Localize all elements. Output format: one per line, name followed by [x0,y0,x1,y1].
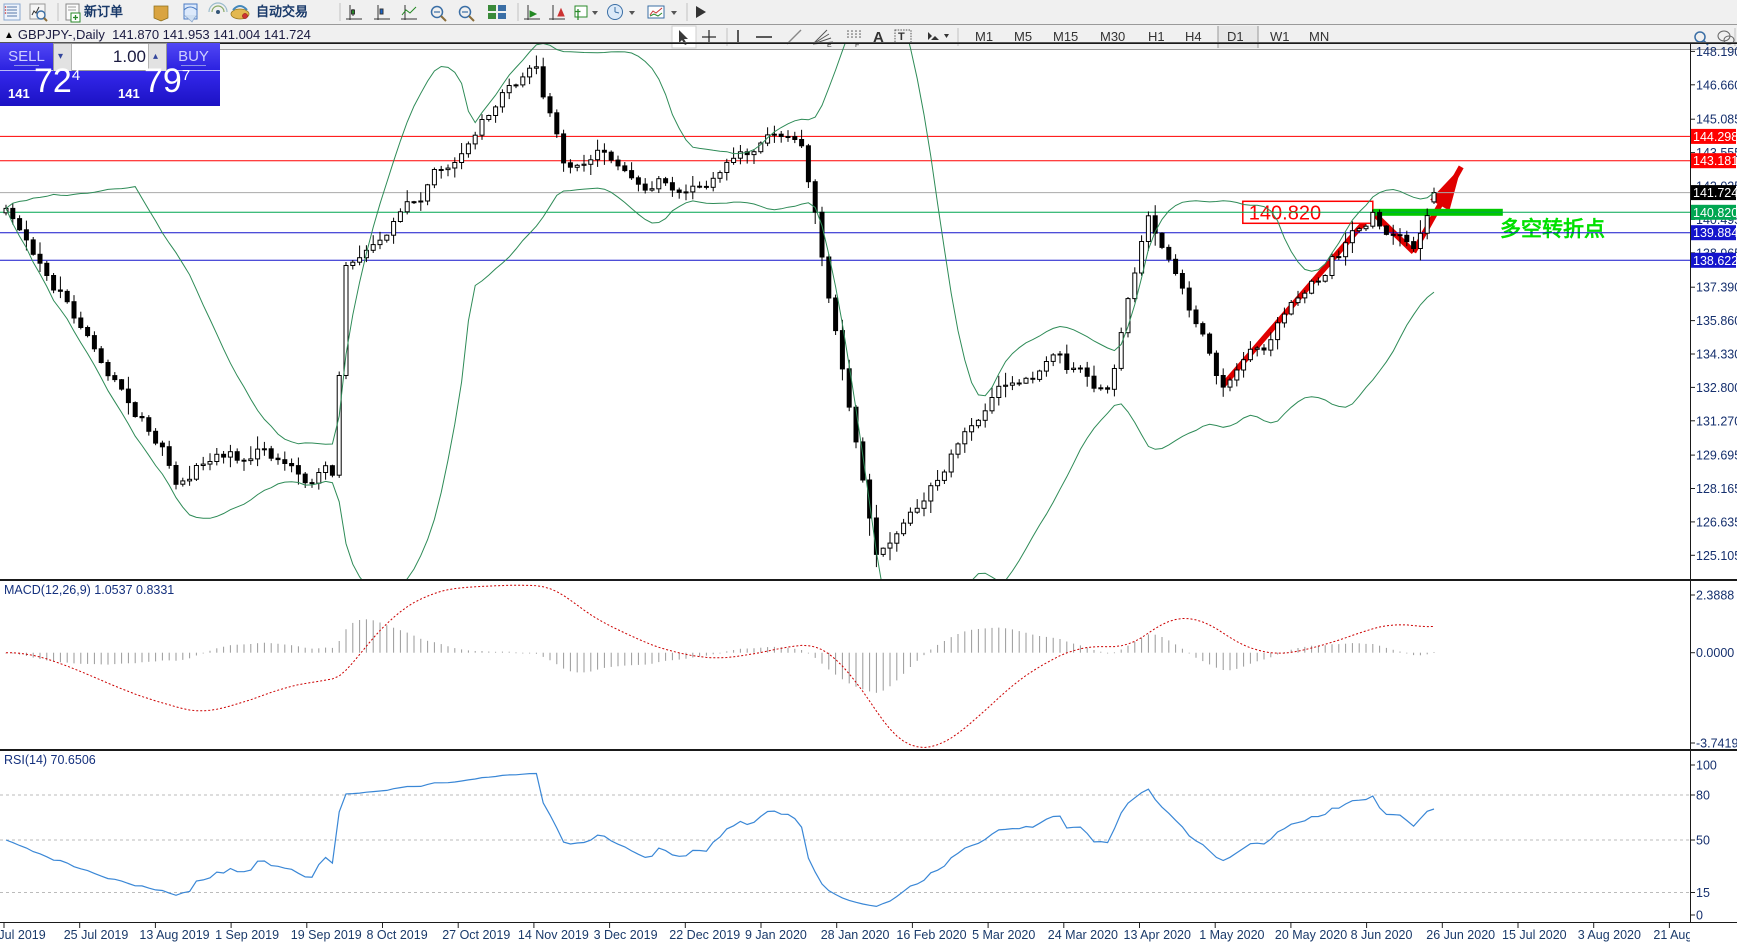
svg-text:129.695: 129.695 [1696,449,1737,463]
svg-text:146.660: 146.660 [1696,78,1737,92]
svg-text:50: 50 [1696,834,1710,848]
svg-text:139.884: 139.884 [1693,226,1737,240]
svg-text:3 Aug 2020: 3 Aug 2020 [1578,928,1641,942]
svg-text:7 Jul 2019: 7 Jul 2019 [0,928,46,942]
svg-text:27 Oct 2019: 27 Oct 2019 [442,928,510,942]
svg-text:145.085: 145.085 [1696,113,1737,127]
svg-text:100: 100 [1696,759,1717,773]
svg-text:13 Apr 2020: 13 Apr 2020 [1124,928,1191,942]
svg-text:24 Mar 2020: 24 Mar 2020 [1048,928,1118,942]
svg-text:137.390: 137.390 [1696,281,1737,295]
svg-text:141.724: 141.724 [1693,186,1737,200]
svg-text:13 Aug 2019: 13 Aug 2019 [139,928,209,942]
svg-text:16 Feb 2020: 16 Feb 2020 [896,928,966,942]
svg-text:14 Nov 2019: 14 Nov 2019 [518,928,589,942]
svg-text:15 Jul 2020: 15 Jul 2020 [1502,928,1567,942]
svg-text:15: 15 [1696,886,1710,900]
svg-text:20 May 2020: 20 May 2020 [1275,928,1347,942]
svg-text:80: 80 [1696,789,1710,803]
svg-text:1 May 2020: 1 May 2020 [1199,928,1264,942]
svg-text:1 Sep 2019: 1 Sep 2019 [215,928,279,942]
svg-text:0: 0 [1696,909,1703,923]
svg-text:自动交易: 自动交易 [256,4,308,19]
svg-text:新订单: 新订单 [84,4,123,19]
svg-text:125.105: 125.105 [1696,549,1737,563]
svg-text:3 Dec 2019: 3 Dec 2019 [594,928,658,942]
svg-text:8 Oct 2019: 8 Oct 2019 [367,928,428,942]
svg-text:22 Dec 2019: 22 Dec 2019 [669,928,740,942]
svg-text:135.860: 135.860 [1696,314,1737,328]
svg-text:148.190: 148.190 [1696,45,1737,59]
svg-text:0.0000: 0.0000 [1696,646,1734,660]
svg-text:132.800: 132.800 [1696,381,1737,395]
svg-text:131.270: 131.270 [1696,414,1737,428]
svg-text:143.181: 143.181 [1693,154,1737,168]
svg-text:8 Jun 2020: 8 Jun 2020 [1351,928,1413,942]
svg-text:5 Mar 2020: 5 Mar 2020 [972,928,1035,942]
svg-text:2.3888: 2.3888 [1696,589,1734,603]
svg-text:25 Jul 2019: 25 Jul 2019 [64,928,129,942]
svg-text:126.635: 126.635 [1696,515,1737,529]
svg-text:28 Jan 2020: 28 Jan 2020 [821,928,890,942]
svg-text:138.622: 138.622 [1693,254,1737,268]
svg-text:26 Jun 2020: 26 Jun 2020 [1426,928,1495,942]
svg-text:144.298: 144.298 [1693,130,1737,144]
svg-text:128.165: 128.165 [1696,482,1737,496]
svg-text:-3.7419: -3.7419 [1696,737,1737,751]
svg-text:134.330: 134.330 [1696,348,1737,362]
svg-text:9 Jan 2020: 9 Jan 2020 [745,928,807,942]
svg-text:21 Aug 2020: 21 Aug 2020 [1653,928,1690,942]
svg-text:140.820: 140.820 [1693,206,1737,220]
svg-text:19 Sep 2019: 19 Sep 2019 [291,928,362,942]
